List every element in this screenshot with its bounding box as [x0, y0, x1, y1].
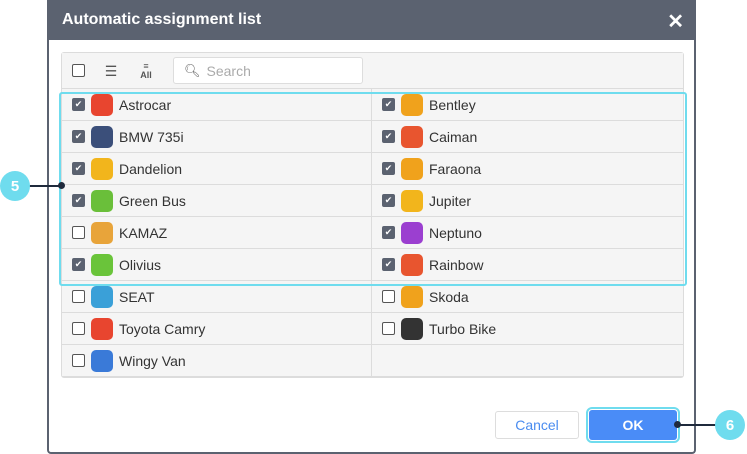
unit-name: Turbo Bike — [429, 320, 497, 337]
unit-car-icon — [91, 221, 113, 244]
unit-checkbox[interactable] — [72, 322, 85, 335]
unit-name: Faraona — [429, 160, 482, 177]
assignment-dialog: Automatic assignment list ✕ ☰ ≡ All 🔍︎ Se… — [47, 0, 696, 454]
list-item[interactable]: ✔ Rainbow — [372, 249, 683, 281]
unit-car-icon — [91, 317, 113, 340]
unit-name: Olivius — [119, 256, 162, 273]
unit-name: Green Bus — [119, 192, 186, 209]
dialog-title: Automatic assignment list — [62, 11, 262, 28]
unit-name: SEAT — [119, 288, 155, 305]
list-item[interactable]: ✔ Astrocar — [62, 89, 372, 121]
unit-car-icon — [401, 189, 423, 212]
callout-line — [677, 424, 717, 426]
unit-car-icon — [401, 285, 423, 308]
list-item[interactable]: ✔ Neptuno — [372, 217, 683, 249]
unit-grid: ✔ Astrocar ✔ Bentley ✔ BMW 735i ✔ Caiman ✔ Dandel… — [62, 89, 683, 377]
unit-checkbox[interactable]: ✔ — [382, 194, 395, 207]
unit-car-icon — [91, 93, 113, 116]
unit-car-icon — [401, 157, 423, 180]
unit-checkbox[interactable]: ✔ — [72, 194, 85, 207]
unit-checkbox[interactable] — [382, 290, 395, 303]
unit-name: Skoda — [429, 288, 469, 305]
unit-car-icon — [401, 221, 423, 244]
callout-dot — [674, 421, 681, 428]
list-item[interactable]: ✔ BMW 735i — [62, 121, 372, 153]
all-label: All — [140, 69, 152, 80]
unit-car-icon — [401, 253, 423, 276]
unit-car-icon — [91, 125, 113, 148]
list-item[interactable]: Skoda — [372, 281, 683, 313]
search-icon: 🔍︎ — [184, 62, 201, 78]
unit-name: KAMAZ — [119, 224, 168, 241]
unit-name: Bentley — [429, 96, 476, 113]
callout-5: 5 — [0, 171, 30, 201]
close-icon[interactable]: ✕ — [667, 11, 684, 33]
list-item[interactable]: SEAT — [62, 281, 372, 313]
callout-line — [28, 185, 61, 187]
list-toolbar: ☰ ≡ All 🔍︎ Search — [62, 53, 683, 89]
unit-checkbox[interactable]: ✔ — [382, 226, 395, 239]
cancel-button[interactable]: Cancel — [495, 411, 579, 439]
list-item[interactable]: ✔ Bentley — [372, 89, 683, 121]
show-all-icon[interactable]: ≡ All — [140, 60, 152, 80]
list-item[interactable]: ✔ Caiman — [372, 121, 683, 153]
dialog-header: Automatic assignment list ✕ — [49, 0, 694, 40]
unit-checkbox[interactable]: ✔ — [382, 98, 395, 111]
callout-6: 6 — [715, 410, 745, 440]
list-item[interactable]: Toyota Camry — [62, 313, 372, 345]
unit-checkbox[interactable] — [72, 354, 85, 367]
unit-name: Wingy Van — [119, 352, 186, 369]
search-input[interactable]: 🔍︎ Search — [173, 57, 363, 84]
list-item[interactable]: ✔ Green Bus — [62, 185, 372, 217]
unit-name: Dandelion — [119, 160, 183, 177]
unit-name: Toyota Camry — [119, 320, 206, 337]
unit-checkbox[interactable]: ✔ — [382, 130, 395, 143]
list-item — [372, 345, 683, 377]
unit-checkbox[interactable]: ✔ — [382, 162, 395, 175]
unit-name: Neptuno — [429, 224, 482, 241]
list-item[interactable]: Wingy Van — [62, 345, 372, 377]
list-item[interactable]: Turbo Bike — [372, 313, 683, 345]
list-item[interactable]: ✔ Faraona — [372, 153, 683, 185]
unit-name: Rainbow — [429, 256, 484, 273]
collapse-list-icon[interactable]: ☰ — [104, 62, 118, 79]
unit-checkbox[interactable]: ✔ — [72, 98, 85, 111]
unit-checkbox[interactable] — [72, 290, 85, 303]
ok-button[interactable]: OK — [586, 407, 680, 443]
unit-car-icon — [91, 349, 113, 372]
unit-car-icon — [91, 285, 113, 308]
unit-name: Astrocar — [119, 96, 172, 113]
unit-name: Jupiter — [429, 192, 472, 209]
unit-list: ☰ ≡ All 🔍︎ Search ✔ Astrocar ✔ Bentley ✔ BMW 7… — [61, 52, 684, 378]
select-all-checkbox[interactable] — [72, 64, 85, 77]
unit-checkbox[interactable]: ✔ — [72, 130, 85, 143]
unit-car-icon — [91, 253, 113, 276]
list-item[interactable]: ✔ Olivius — [62, 249, 372, 281]
unit-car-icon — [401, 93, 423, 116]
list-item[interactable]: ✔ Dandelion — [62, 153, 372, 185]
unit-car-icon — [401, 317, 423, 340]
unit-name: BMW 735i — [119, 128, 184, 145]
unit-checkbox[interactable] — [382, 322, 395, 335]
list-item[interactable]: KAMAZ — [62, 217, 372, 249]
unit-car-icon — [91, 157, 113, 180]
unit-car-icon — [401, 125, 423, 148]
unit-name: Caiman — [429, 128, 478, 145]
unit-checkbox[interactable]: ✔ — [382, 258, 395, 271]
unit-checkbox[interactable] — [72, 226, 85, 239]
callout-dot — [58, 182, 65, 189]
list-item[interactable]: ✔ Jupiter — [372, 185, 683, 217]
search-placeholder: Search — [206, 62, 251, 79]
unit-checkbox[interactable]: ✔ — [72, 258, 85, 271]
unit-checkbox[interactable]: ✔ — [72, 162, 85, 175]
unit-car-icon — [91, 189, 113, 212]
